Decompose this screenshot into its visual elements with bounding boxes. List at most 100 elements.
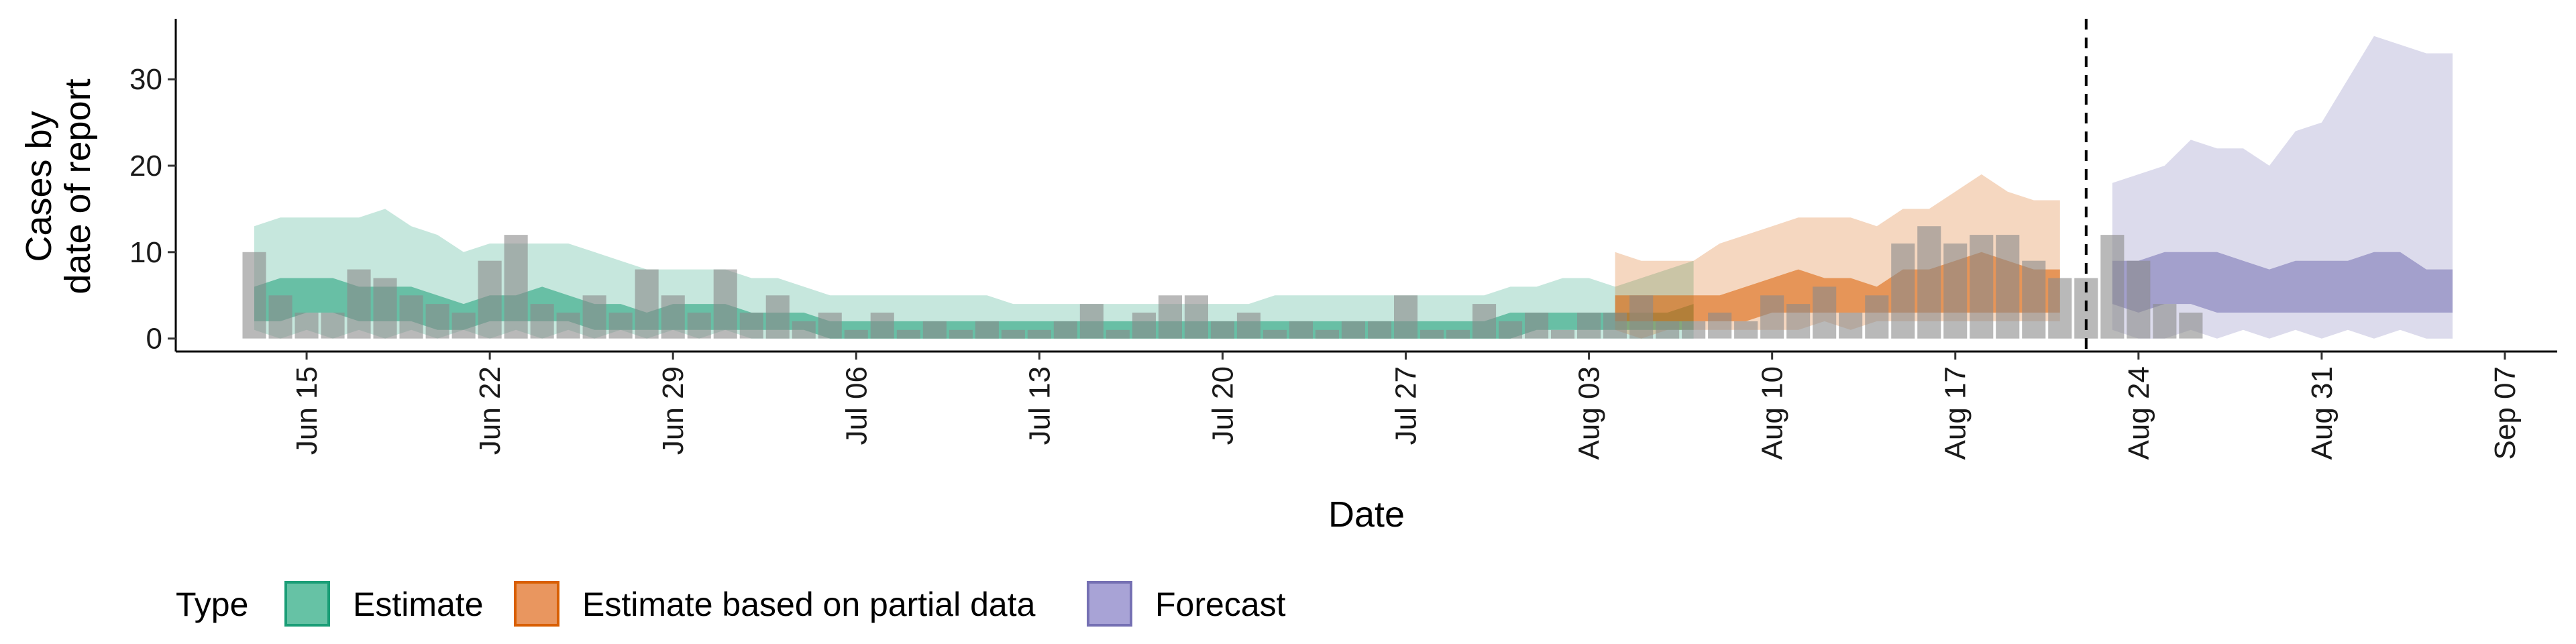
case-bar: [1734, 321, 1758, 339]
case-bar: [2153, 304, 2177, 339]
case-bar: [268, 295, 292, 339]
case-bar: [582, 295, 606, 339]
case-bar: [1001, 329, 1025, 339]
x-tick-label: Jun 22: [474, 366, 506, 455]
case-bar: [1551, 329, 1575, 339]
x-tick-label: Sep 07: [2489, 366, 2522, 460]
case-bar: [504, 235, 528, 339]
case-bar: [661, 295, 685, 339]
legend-key-forecast: [1087, 581, 1132, 627]
case-bar: [1970, 235, 1994, 339]
x-tick-label: Jul 06: [840, 366, 873, 445]
case-bar: [818, 313, 842, 339]
case-bar: [1053, 321, 1077, 339]
case-bar: [2048, 278, 2072, 339]
y-tick-label: 10: [129, 236, 162, 269]
axes: [174, 19, 2557, 353]
legend-key-partial: [514, 581, 559, 627]
case-bar: [1682, 321, 1706, 339]
band-inner-series-2: [2112, 252, 2453, 313]
legend-label-partial: Estimate based on partial data: [582, 586, 1036, 623]
y-axis-ticks: 0 10 20 30: [129, 63, 176, 356]
case-bar: [1996, 235, 2020, 339]
case-bar: [1446, 329, 1470, 339]
case-bar: [1760, 295, 1784, 339]
case-bar: [1943, 244, 1968, 339]
case-bar: [321, 313, 345, 339]
x-tick-label: Aug 03: [1573, 366, 1606, 460]
case-bar: [1106, 329, 1130, 339]
case-bar: [1603, 313, 1627, 339]
case-bar: [1839, 313, 1863, 339]
case-bar: [975, 321, 999, 339]
y-axis-title: Cases by date of report: [19, 78, 98, 294]
case-bar: [1420, 329, 1444, 339]
case-bar: [1917, 226, 1941, 339]
case-bar: [1499, 321, 1523, 339]
legend: Type Estimate Estimate based on partial …: [176, 581, 1286, 627]
case-bar: [765, 295, 790, 339]
case-bar: [425, 304, 449, 339]
case-bar: [1394, 295, 1418, 339]
y-tick-label: 20: [129, 150, 162, 182]
x-tick-label: Aug 17: [1939, 366, 1972, 460]
x-tick-label: Aug 24: [2123, 366, 2155, 460]
case-bar: [844, 329, 868, 339]
case-bar: [530, 304, 554, 339]
case-bar: [1236, 313, 1260, 339]
case-bar: [1865, 295, 1889, 339]
case-bar: [1629, 295, 1654, 339]
case-bar: [1525, 313, 1549, 339]
case-bar: [949, 329, 973, 339]
case-bar: [1708, 313, 1732, 339]
case-bar: [870, 313, 894, 339]
case-bar: [1577, 313, 1601, 339]
case-bar: [1263, 329, 1287, 339]
case-bar: [1210, 321, 1234, 339]
x-tick-label: Aug 10: [1756, 366, 1789, 460]
reported-case-bars: [242, 226, 2203, 339]
legend-label-forecast: Forecast: [1155, 586, 1286, 623]
case-bar: [399, 295, 423, 339]
case-bar: [687, 313, 711, 339]
case-bar: [792, 321, 816, 339]
case-bar: [2022, 260, 2046, 339]
case-bar: [1027, 329, 1051, 339]
case-bar: [373, 278, 397, 339]
x-axis-ticks: Jun 15 Jun 22 Jun 29 Jul 06 Jul 13 Jul 20 Jul …: [290, 352, 2522, 460]
case-bar: [294, 313, 319, 339]
x-tick-label: Jun 15: [290, 366, 323, 455]
case-bar: [242, 252, 266, 339]
y-axis-title-line-1: Cases by: [19, 111, 59, 262]
case-bar: [451, 313, 476, 339]
case-bar: [478, 260, 502, 339]
x-tick-label: Aug 31: [2306, 366, 2339, 460]
case-bar: [1079, 304, 1104, 339]
case-bar: [1786, 304, 1811, 339]
case-bar: [1289, 321, 1313, 339]
case-bar: [739, 313, 763, 339]
case-bar: [1341, 321, 1365, 339]
x-tick-label: Jul 20: [1206, 366, 1239, 445]
x-axis-title: Date: [1328, 494, 1405, 535]
x-tick-label: Jun 29: [657, 366, 690, 455]
case-bar: [896, 329, 920, 339]
case-bar: [2179, 313, 2203, 339]
case-bar: [347, 269, 371, 339]
case-bar: [1132, 313, 1156, 339]
case-bar: [2100, 235, 2125, 339]
y-tick-label: 0: [146, 323, 162, 356]
legend-key-estimate: [284, 581, 330, 627]
case-bar: [1656, 321, 1680, 339]
case-bar: [1184, 295, 1208, 339]
legend-title: Type: [176, 586, 248, 623]
case-bar: [922, 321, 947, 339]
legend-label-estimate: Estimate: [353, 586, 484, 623]
case-bar: [1315, 329, 1339, 339]
x-tick-label: Jul 13: [1023, 366, 1056, 445]
case-bar: [713, 269, 737, 339]
case-bar: [1472, 304, 1497, 339]
case-bar: [1813, 286, 1837, 339]
case-bar: [2127, 260, 2151, 339]
